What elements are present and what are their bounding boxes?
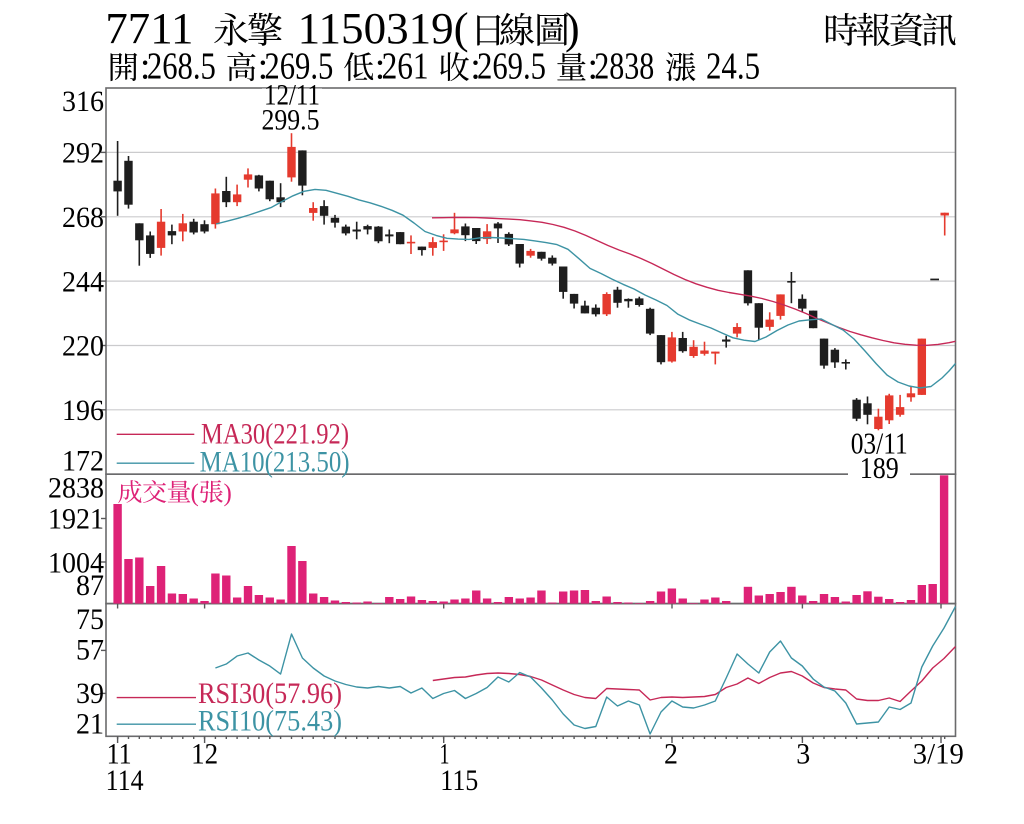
svg-text::: : bbox=[258, 46, 269, 88]
svg-text:189: 189 bbox=[860, 450, 899, 485]
svg-text:RSI10(75.43): RSI10(75.43) bbox=[198, 705, 342, 738]
svg-text:220: 220 bbox=[62, 330, 104, 363]
svg-text:1: 1 bbox=[440, 738, 450, 771]
svg-text:244: 244 bbox=[62, 265, 104, 298]
svg-text:299.5: 299.5 bbox=[262, 104, 320, 137]
svg-text:261: 261 bbox=[382, 46, 429, 88]
svg-text:RSI30(57.96): RSI30(57.96) bbox=[198, 677, 342, 710]
svg-text:2: 2 bbox=[664, 738, 678, 771]
svg-text:39: 39 bbox=[76, 677, 104, 710]
svg-text::: : bbox=[140, 46, 151, 88]
svg-text:1150319(: 1150319( bbox=[298, 4, 469, 53]
svg-text:268.5: 268.5 bbox=[147, 46, 216, 88]
svg-text:): ) bbox=[565, 4, 580, 53]
svg-text:292: 292 bbox=[62, 137, 104, 170]
svg-text:3: 3 bbox=[796, 738, 810, 771]
svg-text::: : bbox=[470, 46, 481, 88]
svg-text:11: 11 bbox=[107, 738, 132, 771]
svg-text:): ) bbox=[224, 480, 232, 507]
svg-text:269.5: 269.5 bbox=[264, 46, 333, 88]
svg-text:12/11: 12/11 bbox=[264, 79, 320, 112]
svg-text:(: ( bbox=[191, 480, 199, 507]
svg-text:57: 57 bbox=[76, 634, 104, 667]
svg-text:12: 12 bbox=[191, 738, 218, 771]
svg-text:03/11: 03/11 bbox=[851, 426, 908, 461]
svg-text:115: 115 bbox=[440, 764, 478, 797]
svg-text:MA30(221.92): MA30(221.92) bbox=[201, 418, 349, 451]
svg-text:114: 114 bbox=[106, 764, 144, 797]
svg-text:268: 268 bbox=[62, 201, 104, 234]
svg-text:196: 196 bbox=[62, 394, 104, 427]
svg-text:7711: 7711 bbox=[105, 4, 193, 53]
svg-text:2838: 2838 bbox=[48, 472, 104, 505]
svg-text:87: 87 bbox=[76, 569, 104, 602]
svg-text:24.5: 24.5 bbox=[706, 46, 760, 88]
svg-text:172: 172 bbox=[62, 445, 104, 478]
svg-text:269.5: 269.5 bbox=[477, 46, 546, 88]
svg-text:316: 316 bbox=[62, 85, 104, 118]
svg-text:1921: 1921 bbox=[48, 503, 104, 536]
svg-text:21: 21 bbox=[76, 707, 104, 740]
svg-text:3/19: 3/19 bbox=[913, 738, 964, 771]
svg-text:75: 75 bbox=[76, 603, 104, 636]
svg-text:MA10(213.50): MA10(213.50) bbox=[200, 446, 350, 479]
svg-text::: : bbox=[588, 46, 599, 88]
svg-text:1004: 1004 bbox=[48, 547, 104, 580]
svg-text::: : bbox=[375, 46, 386, 88]
svg-text:2838: 2838 bbox=[594, 46, 654, 88]
